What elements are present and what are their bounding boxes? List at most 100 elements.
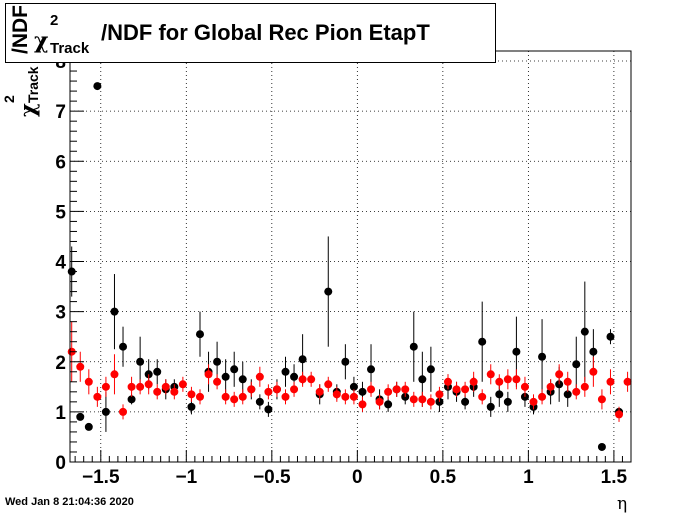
- data-point: [615, 410, 624, 419]
- data-point: [93, 392, 102, 401]
- data-point: [187, 390, 196, 399]
- data-point: [119, 342, 128, 351]
- x-tick-label: 1: [523, 467, 534, 488]
- data-point: [495, 377, 504, 386]
- data-point: [307, 375, 316, 384]
- data-point: [409, 395, 418, 404]
- data-point: [538, 352, 547, 361]
- y-tick-label: 5: [55, 202, 66, 223]
- data-point: [478, 392, 487, 401]
- data-point: [478, 337, 487, 346]
- data-point: [272, 385, 281, 394]
- title-subscript: Track: [50, 40, 90, 57]
- data-point: [349, 392, 358, 401]
- data-point: [461, 397, 470, 406]
- data-point: [238, 392, 247, 401]
- data-point: [546, 382, 555, 391]
- ylabel-superscript: 2: [1, 95, 17, 103]
- data-point: [426, 397, 435, 406]
- data-point: [572, 360, 581, 369]
- data-point: [127, 395, 136, 404]
- data-points: [67, 82, 632, 451]
- x-tick-label: −0.5: [253, 467, 291, 488]
- data-point: [520, 382, 529, 391]
- data-point: [153, 387, 162, 396]
- y-tick-label: 0: [55, 453, 66, 474]
- title-superscript: 2: [50, 12, 59, 29]
- ylabel-text: /NDF: [9, 5, 32, 54]
- data-point: [384, 387, 393, 396]
- data-point: [418, 395, 427, 404]
- data-point: [195, 330, 204, 339]
- data-point: [298, 375, 307, 384]
- data-point: [341, 357, 350, 366]
- data-point: [213, 357, 222, 366]
- data-point: [213, 377, 222, 386]
- data-point: [230, 365, 239, 374]
- title-chi-symbol: χ: [34, 28, 49, 54]
- data-point: [84, 422, 93, 431]
- data-point: [452, 385, 461, 394]
- data-point: [101, 407, 110, 416]
- data-point: [264, 387, 273, 396]
- data-point: [110, 370, 119, 379]
- data-point: [76, 412, 85, 421]
- data-point: [435, 390, 444, 399]
- data-point: [495, 390, 504, 399]
- data-point: [597, 395, 606, 404]
- data-point: [367, 385, 376, 394]
- data-point: [84, 377, 93, 386]
- x-tick-label: 0: [352, 467, 363, 488]
- data-point: [401, 385, 410, 394]
- y-tick-label: 7: [55, 102, 66, 123]
- data-point: [110, 307, 119, 316]
- y-tick-label: 6: [55, 152, 66, 173]
- data-point: [597, 442, 606, 451]
- data-point: [580, 382, 589, 391]
- data-point: [375, 397, 384, 406]
- data-point: [290, 372, 299, 381]
- data-point: [512, 375, 521, 384]
- data-point: [230, 395, 239, 404]
- data-point: [264, 405, 273, 414]
- timestamp: Wed Jan 8 21:04:36 2020: [5, 496, 134, 508]
- data-point: [623, 377, 632, 386]
- data-point: [221, 372, 230, 381]
- data-point: [580, 327, 589, 336]
- data-point: [367, 365, 376, 374]
- data-point: [555, 370, 564, 379]
- grid-lines: [70, 51, 631, 462]
- data-point: [589, 367, 598, 376]
- data-point: [409, 342, 418, 351]
- title-text: /NDF for Global Rec Pion EtapT: [101, 20, 430, 45]
- data-point: [238, 375, 247, 384]
- data-point: [529, 397, 538, 406]
- data-point: [170, 387, 179, 396]
- data-point: [247, 385, 256, 394]
- data-point: [418, 375, 427, 384]
- data-point: [324, 380, 333, 389]
- data-point: [136, 357, 145, 366]
- data-point: [221, 392, 230, 401]
- ylabel-chi-symbol: χ: [15, 103, 40, 117]
- x-tick-label: −1: [175, 467, 197, 488]
- data-point: [589, 347, 598, 356]
- data-point: [281, 392, 290, 401]
- data-point: [101, 382, 110, 391]
- data-point: [281, 367, 290, 376]
- data-point: [255, 397, 264, 406]
- data-point: [349, 382, 358, 391]
- data-point: [443, 377, 452, 386]
- data-point: [324, 287, 333, 296]
- data-point: [178, 380, 187, 389]
- axes: [69, 50, 632, 463]
- data-point: [93, 82, 102, 91]
- x-axis-label: η: [617, 494, 628, 514]
- data-point: [204, 370, 213, 379]
- data-point: [503, 397, 512, 406]
- x-tick-label: 0.5: [430, 467, 457, 488]
- data-point: [136, 382, 145, 391]
- y-tick-label: 4: [55, 253, 66, 274]
- data-point: [563, 377, 572, 386]
- tick-labels: −1.5−1−0.500.511.5012345678: [55, 52, 627, 488]
